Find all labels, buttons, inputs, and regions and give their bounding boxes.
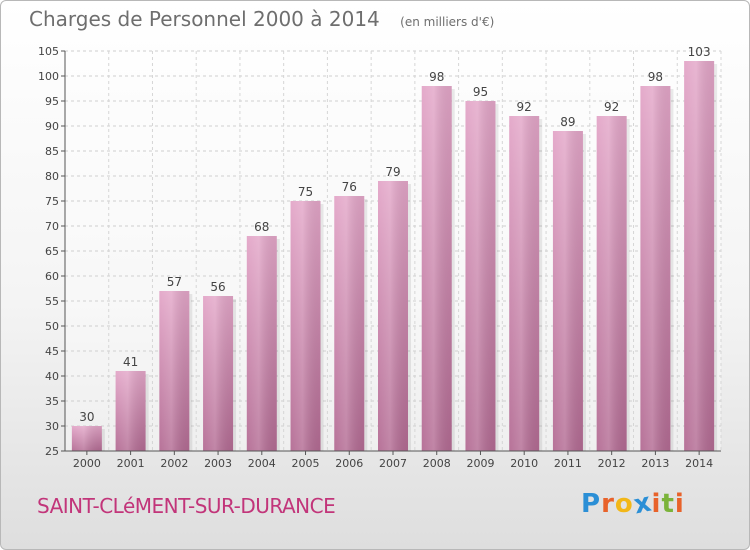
x-tick-label: 2010 — [510, 457, 538, 470]
bar-value-label: 92 — [604, 100, 619, 114]
bar-highlight — [203, 296, 234, 451]
y-tick-label: 90 — [45, 120, 59, 133]
bar-value-label: 89 — [560, 115, 575, 129]
x-tick-label: 2011 — [554, 457, 582, 470]
y-tick-label: 100 — [38, 70, 59, 83]
x-tick-label: 2004 — [248, 457, 276, 470]
y-tick-label: 95 — [45, 95, 59, 108]
x-tick-label: 2006 — [335, 457, 363, 470]
logo-letter: o — [614, 489, 634, 519]
axes: 25 30 35 40 45 50 55 60 65 70 75 80 85 90 95 100 105 2000… — [38, 45, 721, 470]
y-tick-label: 65 — [45, 245, 59, 258]
bar-highlight — [334, 196, 365, 451]
x-tick-label: 2005 — [292, 457, 320, 470]
y-tick-label: 35 — [45, 395, 59, 408]
bar-highlight — [465, 101, 496, 451]
bar-value-label: 92 — [517, 100, 532, 114]
bar-highlight — [596, 116, 627, 451]
bar-highlight — [640, 86, 671, 451]
bar-value-label: 76 — [342, 180, 357, 194]
y-tick-label: 40 — [45, 370, 59, 383]
chart-subtitle: (en milliers d'€) — [400, 15, 495, 29]
logo-letter: t — [661, 489, 675, 519]
x-tick-label: 2001 — [117, 457, 145, 470]
proxiti-logo: Proxiti — [581, 487, 685, 520]
bar-value-label: 103 — [688, 45, 711, 59]
bar-highlight — [71, 426, 102, 451]
logo-letter: P — [581, 489, 602, 519]
bar-highlight — [246, 236, 277, 451]
bar-value-label: 79 — [385, 165, 400, 179]
y-tick-label: 105 — [38, 45, 59, 58]
y-tick-label: 45 — [45, 345, 59, 358]
chart-title-text: Charges de Personnel 2000 à 2014 — [29, 7, 380, 31]
bar-highlight — [378, 181, 408, 451]
logo-letter: r — [601, 489, 615, 519]
bar-highlight — [552, 131, 583, 451]
y-tick-label: 50 — [45, 320, 59, 333]
bars: 30 41 57 56 68 75 76 79 98 95 92 89 92 98 103 — [71, 45, 718, 451]
bar-value-label: 57 — [167, 275, 182, 289]
bar-value-label: 41 — [123, 355, 138, 369]
logo-letter: i — [674, 489, 685, 519]
y-tick-label: 80 — [45, 170, 59, 183]
bar-value-label: 98 — [429, 70, 444, 84]
x-tick-label: 2012 — [598, 457, 626, 470]
x-tick-label: 2014 — [685, 457, 713, 470]
y-tick-label: 55 — [45, 295, 59, 308]
bar-highlight — [421, 86, 452, 451]
y-tick-label: 75 — [45, 195, 59, 208]
bar-value-label: 68 — [254, 220, 269, 234]
bar-highlight — [115, 371, 146, 451]
x-tick-label: 2009 — [466, 457, 494, 470]
bar-value-label: 95 — [473, 85, 488, 99]
x-tick-label: 2002 — [160, 457, 188, 470]
bar-highlight — [684, 61, 715, 451]
bar-value-label: 98 — [648, 70, 663, 84]
commune-name: SAINT-CLéMENT-SUR-DURANCE — [37, 494, 336, 518]
x-tick-label: 2008 — [423, 457, 451, 470]
y-tick-label: 85 — [45, 145, 59, 158]
x-tick-label: 2007 — [379, 457, 407, 470]
bar-highlight — [159, 291, 190, 451]
bar-highlight — [509, 116, 540, 451]
chart-title: Charges de Personnel 2000 à 2014 (en mil… — [29, 7, 494, 31]
bar-value-label: 30 — [79, 410, 94, 424]
bar-value-label: 75 — [298, 185, 313, 199]
y-tick-label: 60 — [45, 270, 59, 283]
x-tick-label: 2000 — [73, 457, 101, 470]
bar-highlight — [290, 201, 321, 451]
bar-value-label: 56 — [210, 280, 225, 294]
x-tick-label: 2003 — [204, 457, 232, 470]
x-tick-label: 2013 — [641, 457, 669, 470]
y-tick-label: 30 — [45, 420, 59, 433]
y-tick-label: 70 — [45, 220, 59, 233]
logo-letter: i — [651, 489, 662, 519]
y-tick-label: 25 — [45, 445, 59, 458]
